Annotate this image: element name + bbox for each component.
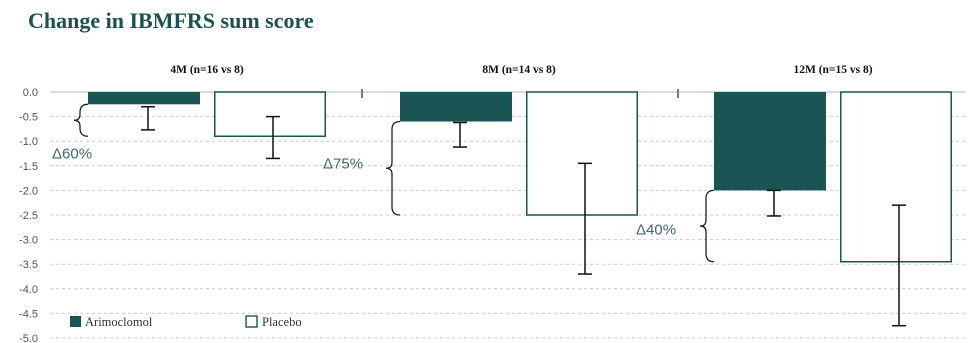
bar-arimoclomol (400, 92, 512, 122)
y-tick-label: -3.5 (19, 259, 38, 271)
panel-label: 8M (n=14 vs 8) (482, 64, 555, 76)
error-bars (141, 106, 906, 327)
bar-placebo (526, 91, 638, 216)
panel-label: 12M (n=15 vs 8) (793, 64, 872, 76)
delta-braces: Δ60% Δ75% Δ40% (52, 103, 715, 263)
legend-label-arimoclomol: Arimoclomol (85, 315, 153, 329)
y-tick-label: -3.0 (19, 235, 38, 247)
legend: Arimoclomol Placebo (70, 315, 302, 329)
bar-placebo (214, 91, 326, 138)
y-tick-label: -0.5 (19, 112, 38, 124)
y-tick-label: 0.0 (23, 87, 38, 99)
legend-swatch-placebo (245, 315, 258, 328)
bar-arimoclomol (88, 92, 200, 105)
y-tick-label: -1.0 (19, 136, 38, 148)
legend-label-placebo: Placebo (262, 315, 302, 329)
y-tick-label: -5.0 (19, 333, 38, 343)
y-tick-label: -2.5 (19, 210, 38, 222)
bars (88, 91, 952, 263)
bar-placebo (840, 91, 952, 263)
panel-label: 4M (n=16 vs 8) (170, 64, 243, 76)
bar-arimoclomol (714, 92, 826, 191)
y-tick-label: -4.0 (19, 284, 38, 296)
delta-label: Δ75% (323, 155, 363, 172)
delta-brace (699, 189, 715, 263)
y-tick-label: -2.0 (19, 185, 38, 197)
grid-lines (50, 116, 965, 339)
chart-title: Change in IBMFRS sum score (28, 8, 314, 33)
delta-brace (73, 103, 89, 137)
y-tick-label: -4.5 (19, 308, 38, 320)
legend-swatch-arimoclomol (70, 316, 81, 327)
delta-brace (385, 120, 401, 216)
delta-label: Δ60% (52, 145, 92, 162)
y-tick-label: -1.5 (19, 161, 38, 173)
panel-labels: 4M (n=16 vs 8) 8M (n=14 vs 8) 12M (n=15 vs… (170, 64, 872, 76)
delta-label: Δ40% (636, 222, 676, 239)
